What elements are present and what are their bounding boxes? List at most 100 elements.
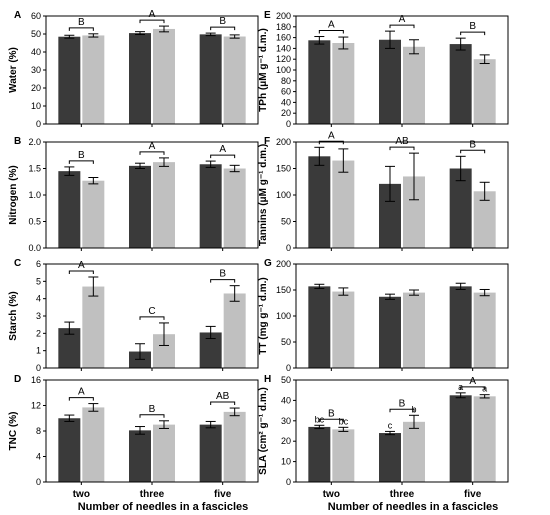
y-axis-label: TNC (%) bbox=[8, 412, 19, 451]
bar-f-three-s2 bbox=[403, 176, 425, 248]
panel-letter: E bbox=[264, 10, 271, 21]
bar-e-two-s2 bbox=[332, 43, 355, 124]
bar-d-five-s1 bbox=[199, 424, 222, 482]
x-tick-label: two bbox=[73, 489, 90, 500]
bar-a-five-s2 bbox=[223, 36, 246, 124]
y-axis-label: Starch (%) bbox=[8, 291, 19, 340]
significance-bracket bbox=[68, 27, 94, 31]
significance-bracket bbox=[389, 408, 415, 413]
bar-e-five-s2 bbox=[473, 59, 496, 125]
panel-letter: F bbox=[264, 136, 270, 147]
significance-bracket bbox=[68, 397, 94, 401]
panel-h: 0 10 20 30 40 50 two three five H SLA (cm² g⁻¹ d.m… bbox=[258, 374, 509, 500]
bar-d-five-s2 bbox=[223, 411, 246, 482]
y-tick-label: 150 bbox=[276, 285, 291, 295]
bar-d-three-s1 bbox=[129, 430, 151, 482]
significance-bracket bbox=[210, 26, 236, 31]
bar-letter: a bbox=[482, 384, 487, 394]
bar-d-two-s2 bbox=[82, 407, 105, 482]
panel-letter: C bbox=[14, 258, 21, 269]
y-tick-label: 100 bbox=[276, 311, 291, 321]
y-tick-label: 0 bbox=[286, 119, 291, 129]
bar-e-two-s1 bbox=[308, 40, 331, 124]
significance-bracket bbox=[318, 30, 344, 34]
y-axis-label: Tannins (μM g⁻¹ d.m.) bbox=[258, 144, 269, 246]
x-tick-label: five bbox=[464, 489, 482, 500]
y-tick-label: 1 bbox=[36, 346, 41, 356]
y-tick-label: 0.0 bbox=[28, 243, 41, 253]
y-tick-label: 180 bbox=[276, 22, 291, 32]
bar-b-five-s2 bbox=[223, 168, 246, 248]
y-tick-label: 30 bbox=[281, 416, 291, 426]
x-tick-label: five bbox=[214, 489, 232, 500]
bar-e-three-s2 bbox=[403, 46, 425, 124]
y-tick-label: 0.5 bbox=[28, 217, 41, 227]
y-tick-label: 8 bbox=[36, 426, 41, 436]
bar-h-three-s2 bbox=[403, 421, 425, 482]
y-axis-label: Nitrogen (%) bbox=[8, 165, 19, 224]
bar-h-two-s1 bbox=[308, 426, 331, 482]
y-tick-label: 0 bbox=[286, 477, 291, 487]
y-tick-label: 120 bbox=[276, 54, 291, 64]
bar-a-two-s2 bbox=[82, 35, 105, 124]
y-tick-label: 50 bbox=[281, 217, 291, 227]
bar-f-five-s1 bbox=[449, 168, 472, 248]
group-letter: A bbox=[328, 130, 335, 141]
y-tick-label: 2 bbox=[36, 328, 41, 338]
panel-letter: B bbox=[14, 136, 21, 147]
group-letter: C bbox=[148, 306, 155, 317]
group-letter: A bbox=[78, 260, 85, 271]
y-tick-label: 40 bbox=[281, 395, 291, 405]
y-tick-label: 140 bbox=[276, 43, 291, 53]
bar-b-two-s2 bbox=[82, 180, 105, 248]
group-letter: B bbox=[78, 150, 85, 161]
panel-c: 0 1 2 3 4 5 6 C Starch (%) A C B bbox=[8, 258, 259, 373]
bar-e-three-s1 bbox=[379, 39, 401, 125]
bar-a-two-s1 bbox=[58, 36, 81, 125]
y-tick-label: 40 bbox=[31, 47, 41, 57]
y-tick-label: 100 bbox=[276, 65, 291, 75]
bar-g-five-s2 bbox=[473, 292, 496, 368]
y-tick-label: 60 bbox=[31, 11, 41, 21]
y-tick-label: 10 bbox=[31, 101, 41, 111]
significance-bracket bbox=[210, 279, 236, 283]
significance-bracket bbox=[460, 149, 486, 154]
y-tick-label: 10 bbox=[281, 457, 291, 467]
panel-letter: H bbox=[264, 374, 271, 385]
significance-bracket bbox=[68, 270, 94, 274]
group-letter: AB bbox=[216, 391, 230, 402]
bar-b-three-s2 bbox=[153, 162, 175, 248]
bar-letter: bc bbox=[315, 414, 325, 424]
bar-h-five-s1 bbox=[449, 395, 472, 482]
significance-bracket bbox=[210, 154, 236, 159]
significance-bracket bbox=[318, 418, 344, 423]
bar-letter: a bbox=[458, 382, 463, 392]
bar-c-five-s2 bbox=[223, 293, 246, 368]
y-tick-label: 50 bbox=[281, 337, 291, 347]
significance-bracket bbox=[139, 316, 165, 320]
group-letter: A bbox=[78, 387, 85, 398]
panel-b: 0.0 0.5 1.0 1.5 2.0 B Nitrogen (%) B A A bbox=[8, 136, 259, 253]
y-tick-label: 6 bbox=[36, 259, 41, 269]
y-tick-label: 4 bbox=[36, 294, 41, 304]
bar-d-two-s1 bbox=[58, 418, 81, 482]
y-tick-label: 0 bbox=[286, 363, 291, 373]
y-tick-label: 4 bbox=[36, 452, 41, 462]
bar-f-two-s1 bbox=[308, 156, 331, 248]
bar-a-five-s1 bbox=[199, 34, 222, 124]
y-tick-label: 150 bbox=[276, 164, 291, 174]
significance-bracket bbox=[139, 19, 165, 24]
y-tick-label: 200 bbox=[276, 259, 291, 269]
bar-g-two-s2 bbox=[332, 291, 355, 368]
y-tick-label: 12 bbox=[31, 401, 41, 411]
significance-bracket bbox=[210, 401, 236, 406]
panel-letter: D bbox=[14, 374, 21, 385]
significance-bracket bbox=[389, 24, 415, 29]
bar-g-three-s2 bbox=[403, 292, 425, 368]
significance-bracket bbox=[318, 140, 344, 145]
panel-letter: G bbox=[264, 258, 272, 269]
significance-bracket bbox=[139, 414, 165, 418]
